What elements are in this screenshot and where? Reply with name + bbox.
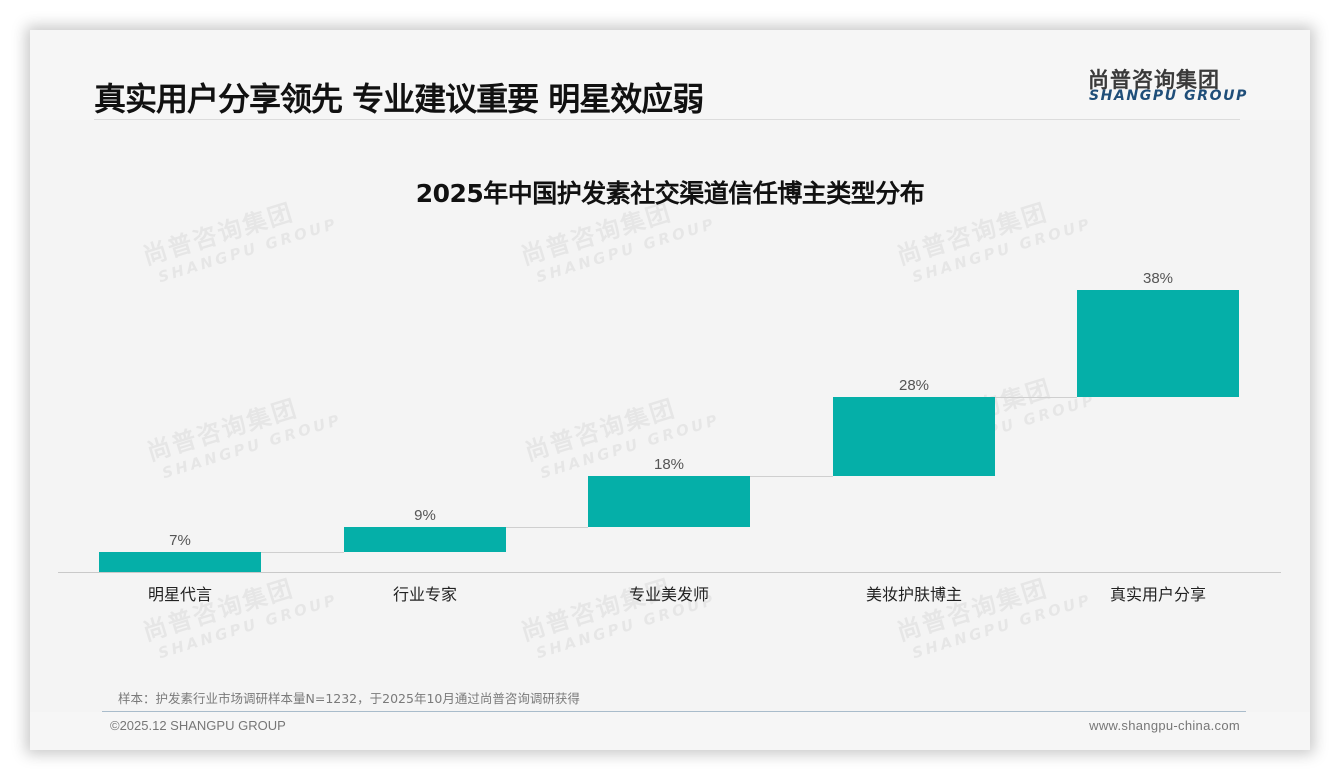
- bar-2: [344, 527, 506, 552]
- category-label: 明星代言: [147, 585, 212, 604]
- bar-5: [1077, 290, 1239, 397]
- footer-divider: [102, 711, 1246, 712]
- waterfall-chart: 7% 明星代言 9% 行业专家 18% 专业美发师 28% 美妆护肤博主 38% 真实用户分享: [30, 30, 1310, 750]
- connector-line: [750, 476, 833, 477]
- bar-1: [99, 552, 261, 572]
- header-divider: [94, 119, 1240, 120]
- category-label: 专业美发师: [628, 585, 709, 604]
- bar-value-label: 28%: [898, 377, 930, 394]
- logo-chinese: 尚普咨询集团: [1088, 68, 1220, 92]
- header-band: [30, 30, 1310, 120]
- bar-value-label: 7%: [169, 532, 191, 549]
- connector-line: [995, 397, 1077, 398]
- connector-line: [506, 527, 588, 528]
- bar-value-label: 18%: [653, 456, 685, 473]
- category-label: 行业专家: [392, 585, 457, 604]
- slide: 真实用户分享领先 专业建议重要 明星效应弱 尚普咨询集团 SHANGPU GRO…: [30, 30, 1310, 750]
- sample-note: 样本：护发素行业市场调研样本量N=1232，于2025年10月通过尚普咨询调研获…: [118, 691, 580, 706]
- category-label: 真实用户分享: [1109, 585, 1206, 604]
- category-label: 美妆护肤博主: [865, 585, 962, 604]
- bar-value-label: 9%: [414, 507, 436, 524]
- x-axis-line: [58, 572, 1281, 573]
- page-title: 真实用户分享领先 专业建议重要 明星效应弱: [94, 80, 704, 118]
- bar-3: [588, 476, 750, 527]
- connector-line: [261, 552, 344, 553]
- bar-value-label: 38%: [1142, 270, 1174, 287]
- logo-english: SHANGPU GROUP: [1089, 88, 1248, 104]
- chart-title: 2025年中国护发素社交渠道信任博主类型分布: [415, 179, 925, 208]
- bar-4: [833, 397, 995, 476]
- copyright: ©2025.12 SHANGPU GROUP: [110, 718, 286, 733]
- footer-band: [30, 712, 1310, 750]
- website-link[interactable]: www.shangpu-china.com: [1089, 718, 1240, 733]
